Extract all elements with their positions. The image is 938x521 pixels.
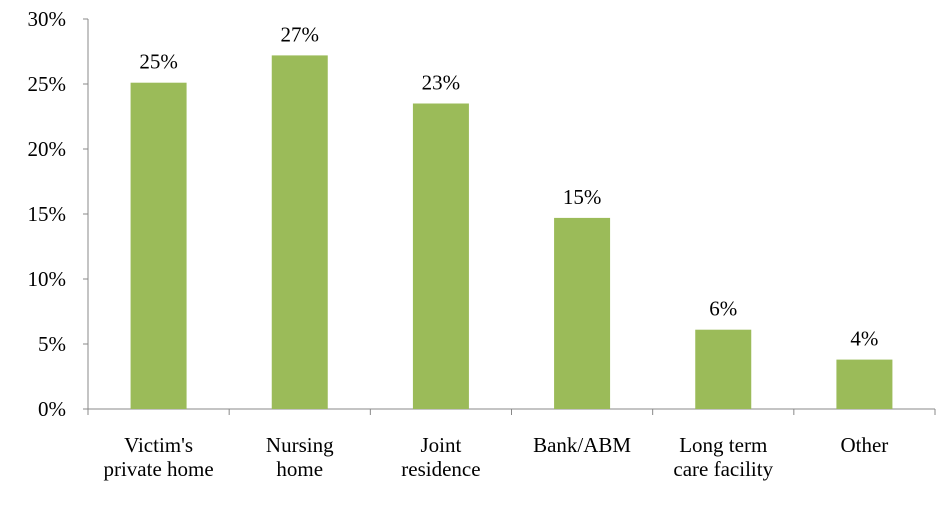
bar	[836, 359, 893, 409]
data-label: 27%	[281, 22, 320, 46]
y-tick-label: 25%	[28, 72, 67, 96]
bar	[130, 82, 187, 409]
bar	[412, 103, 469, 409]
x-tick-label: Other	[840, 433, 889, 457]
x-tick-label: Nursing home	[265, 433, 334, 481]
bar	[695, 329, 752, 409]
y-tick-label: 5%	[38, 332, 66, 356]
y-tick-label: 0%	[38, 397, 66, 421]
y-tick-label: 10%	[28, 267, 67, 291]
x-tick-label: Long term care facility	[673, 433, 774, 481]
data-label: 25%	[139, 50, 178, 74]
x-tick-label: Joint residence	[401, 433, 481, 481]
x-tick-label: Bank/ABM	[533, 433, 632, 457]
x-tick-label: Victim's private home	[103, 433, 214, 481]
data-label: 6%	[709, 297, 737, 321]
data-label: 15%	[563, 185, 602, 209]
y-tick-label: 15%	[28, 202, 67, 226]
bar	[554, 217, 611, 409]
y-tick-label: 30%	[28, 7, 67, 31]
bar	[271, 55, 328, 410]
data-label: 4%	[850, 327, 878, 351]
data-label: 23%	[422, 71, 461, 95]
y-tick-label: 20%	[28, 137, 67, 161]
